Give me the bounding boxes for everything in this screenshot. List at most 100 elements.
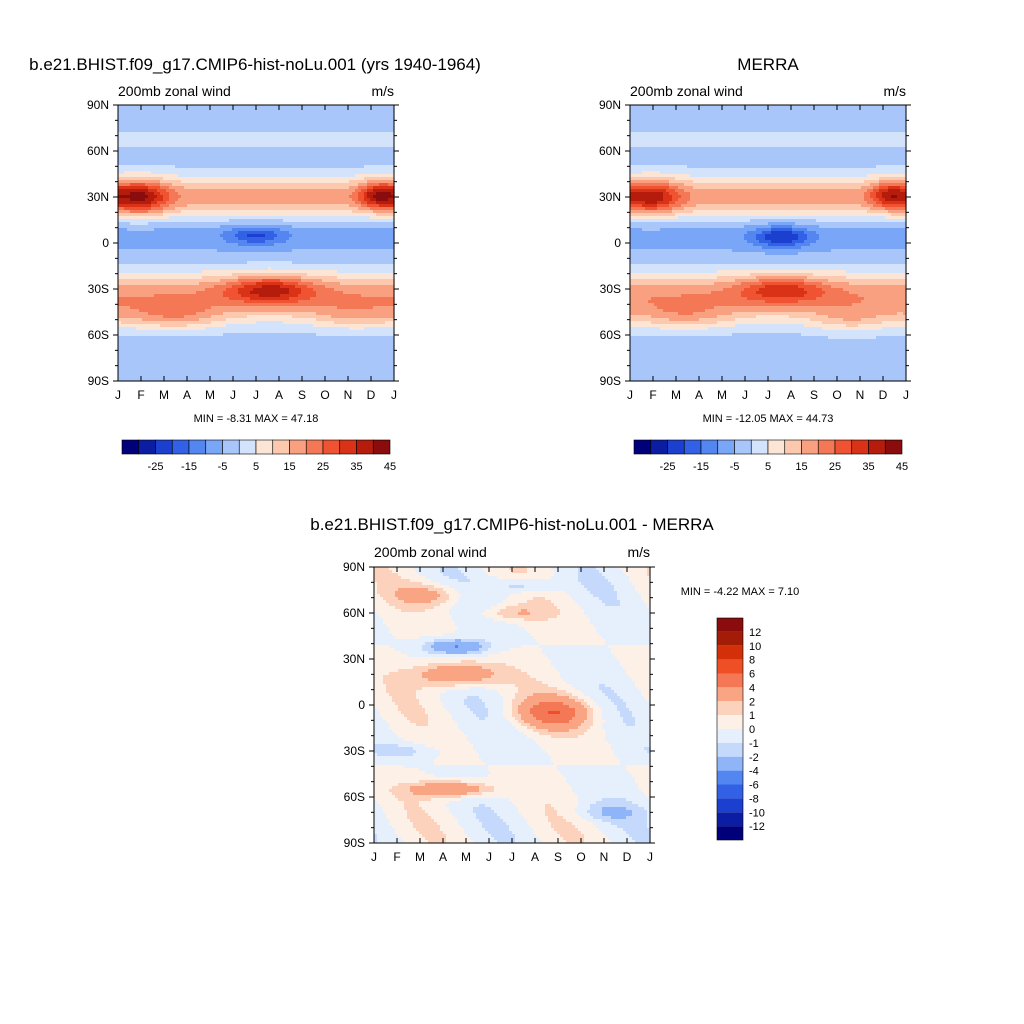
contour-cell <box>322 180 326 184</box>
contour-cell <box>307 216 311 220</box>
contour-cell <box>328 105 332 109</box>
contour-cell <box>223 198 227 202</box>
contour-cell <box>256 195 260 199</box>
contour-cell <box>229 171 233 175</box>
contour-cell <box>229 219 233 223</box>
contour-cell <box>307 111 311 115</box>
contour-cell <box>295 195 299 199</box>
contour-cell <box>268 165 272 169</box>
contour-cell <box>163 177 167 181</box>
contour-cell <box>346 123 350 127</box>
contour-cell <box>298 123 302 127</box>
contour-cell <box>382 159 386 163</box>
contour-cell <box>289 138 293 142</box>
contour-cell <box>172 159 176 163</box>
contour-cell <box>391 147 395 151</box>
contour-cell <box>145 147 149 151</box>
contour-cell <box>154 198 158 202</box>
contour-cell <box>217 156 221 160</box>
contour-cell <box>145 183 149 187</box>
contour-cell <box>169 171 173 175</box>
contour-cell <box>226 198 230 202</box>
contour-cell <box>145 174 149 178</box>
contour-cell <box>178 186 182 190</box>
contour-cell <box>337 150 341 154</box>
contour-cell <box>148 207 152 211</box>
contour-cell <box>274 117 278 121</box>
contour-cell <box>190 192 194 196</box>
contour-cell <box>340 108 344 112</box>
contour-cell <box>301 204 305 208</box>
contour-cell <box>334 120 338 124</box>
contour-cell <box>289 168 293 172</box>
contour-cell <box>118 174 122 178</box>
contour-cell <box>241 168 245 172</box>
contour-cell <box>310 141 314 145</box>
contour-cell <box>244 159 248 163</box>
contour-cell <box>337 120 341 124</box>
contour-cell <box>274 162 278 166</box>
contour-cell <box>325 144 329 148</box>
contour-cell <box>244 207 248 211</box>
contour-cell <box>217 138 221 142</box>
contour-cell <box>157 174 161 178</box>
contour-cell <box>379 150 383 154</box>
contour-cell <box>334 174 338 178</box>
contour-cell <box>181 147 185 151</box>
contour-cell <box>175 138 179 142</box>
contour-cell <box>274 195 278 199</box>
contour-cell <box>370 108 374 112</box>
contour-cell <box>256 108 260 112</box>
contour-cell <box>205 126 209 130</box>
contour-cell <box>196 138 200 142</box>
contour-cell <box>226 174 230 178</box>
contour-cell <box>334 216 338 220</box>
contour-cell <box>379 126 383 130</box>
contour-cell <box>226 114 230 118</box>
contour-cell <box>232 123 236 127</box>
contour-cell <box>331 201 335 205</box>
contour-cell <box>295 147 299 151</box>
contour-cell <box>214 108 218 112</box>
contour-cell <box>277 156 281 160</box>
contour-cell <box>208 201 212 205</box>
contour-cell <box>319 132 323 136</box>
contour-cell <box>373 114 377 118</box>
contour-cell <box>220 132 224 136</box>
contour-cell <box>328 120 332 124</box>
contour-cell <box>124 195 128 199</box>
contour-cell <box>190 198 194 202</box>
contour-cell <box>268 111 272 115</box>
contour-cell <box>166 117 170 121</box>
contour-cell <box>289 126 293 130</box>
contour-cell <box>220 159 224 163</box>
contour-cell <box>340 132 344 136</box>
contour-cell <box>241 114 245 118</box>
contour-cell <box>229 108 233 112</box>
contour-cell <box>277 168 281 172</box>
contour-cell <box>196 108 200 112</box>
contour-cell <box>358 186 362 190</box>
contour-cell <box>259 132 263 136</box>
contour-cell <box>121 174 125 178</box>
contour-cell <box>136 207 140 211</box>
contour-cell <box>331 222 335 226</box>
contour-cell <box>220 222 224 226</box>
contour-cell <box>202 204 206 208</box>
contour-cell <box>310 192 314 196</box>
contour-cell <box>118 180 122 184</box>
contour-cell <box>250 141 254 145</box>
contour-cell <box>373 144 377 148</box>
contour-cell <box>193 120 197 124</box>
contour-cell <box>364 105 368 109</box>
contour-cell <box>175 216 179 220</box>
contour-cell <box>253 189 257 193</box>
contour-cell <box>340 195 344 199</box>
contour-cell <box>313 183 317 187</box>
contour-cell <box>214 183 218 187</box>
contour-cell <box>361 144 365 148</box>
contour-cell <box>247 174 251 178</box>
contour-cell <box>325 123 329 127</box>
contour-cell <box>244 153 248 157</box>
contour-cell <box>160 120 164 124</box>
